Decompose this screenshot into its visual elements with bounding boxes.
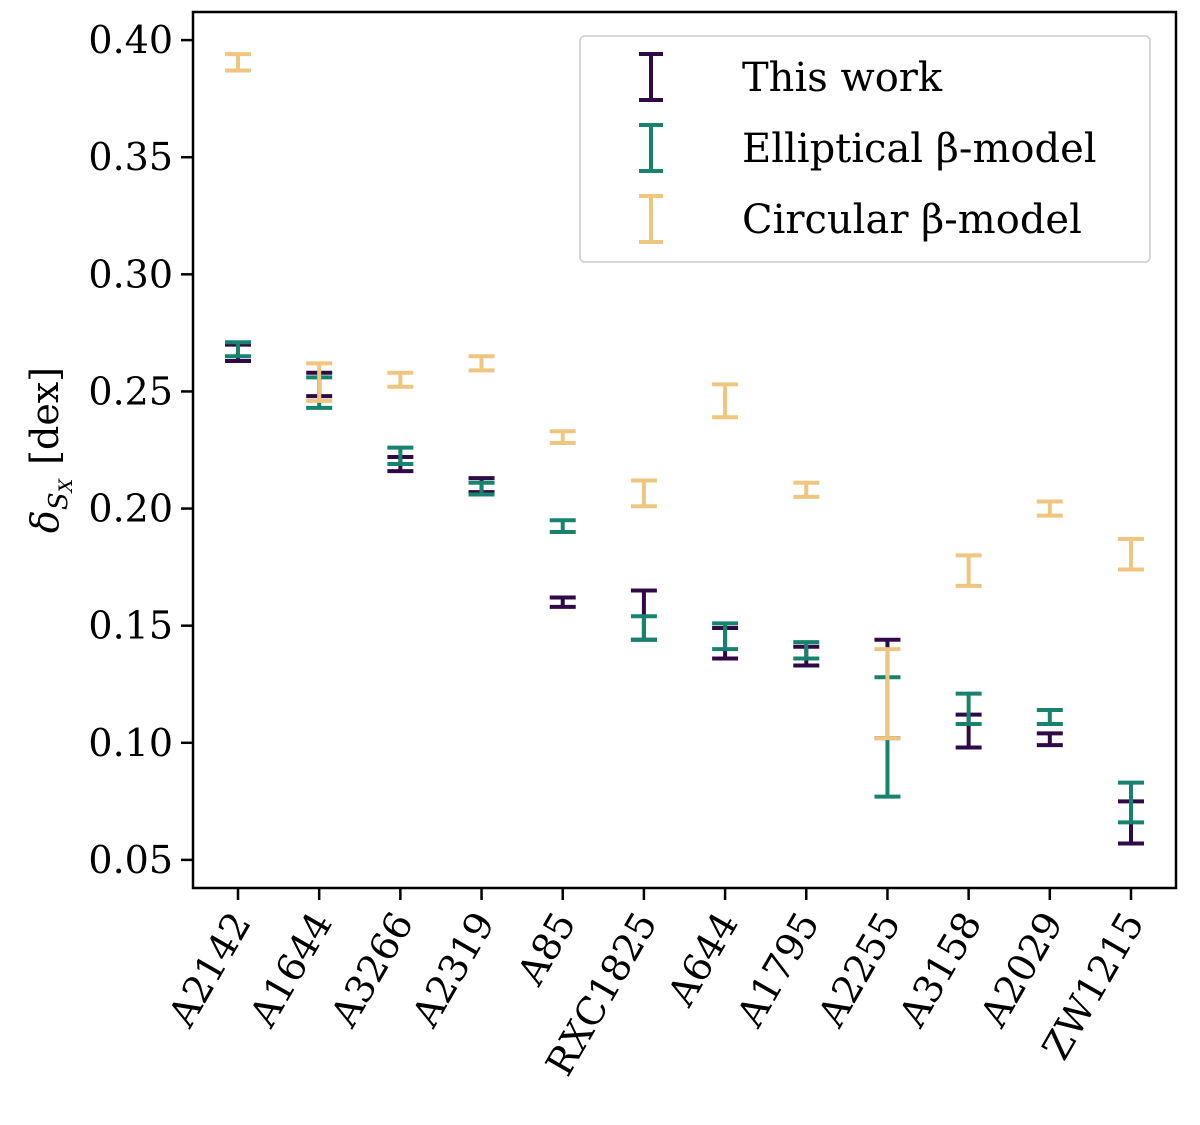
error-bar: [468, 354, 495, 373]
legend-label: Elliptical β-model: [742, 126, 1097, 172]
error-bar: [549, 518, 576, 534]
series-circular-model: [225, 52, 1144, 741]
error-bar: [874, 647, 901, 741]
error-bar: [225, 340, 251, 359]
error-bar: [387, 370, 414, 389]
error-bar: [955, 691, 982, 727]
error-bar: [1118, 537, 1144, 572]
error-bar: [387, 445, 414, 467]
error-bar: [630, 614, 657, 642]
y-tick-label: 0.15: [88, 604, 173, 648]
error-bar: [1118, 780, 1144, 825]
legend: This work Elliptical β-model Circular β-mo…: [579, 35, 1151, 263]
y-axis: 0.05 0.10 0.15 0.20 0.25 0.30 0.35 0.40: [88, 18, 193, 882]
legend-entry: This work: [639, 52, 943, 102]
error-bar: [549, 595, 576, 609]
error-bar: [306, 361, 333, 403]
legend-label: This work: [742, 55, 943, 101]
error-bar: [1036, 731, 1063, 748]
series-layer: [225, 52, 1144, 846]
legend-box: [579, 35, 1151, 263]
legend-entries: This work Elliptical β-model Circular β-mo…: [639, 52, 1097, 244]
y-tick-label: 0.10: [88, 721, 173, 765]
series-elliptical-model: [225, 340, 1144, 825]
error-bar: [630, 478, 657, 509]
y-tick-label: 0.40: [88, 18, 173, 62]
error-bar: [468, 480, 495, 497]
error-bar: [225, 52, 251, 73]
x-tick-label: A644: [658, 905, 747, 1014]
error-bar: [1036, 499, 1063, 518]
y-axis-label: δSX[dex]: [23, 367, 77, 533]
y-tick-label: 0.05: [88, 838, 173, 882]
series-this-work: [225, 342, 1144, 846]
legend-label: Circular β-model: [742, 197, 1082, 243]
legend-entry: Elliptical β-model: [639, 123, 1097, 173]
legend-entry: Circular β-model: [639, 194, 1082, 244]
y-tick-label: 0.35: [88, 135, 173, 179]
plot-frame: [191, 10, 1178, 890]
error-bar: [955, 553, 982, 588]
error-bar: [549, 429, 576, 445]
y-tick-label: 0.20: [88, 487, 173, 531]
y-tick-label: 0.25: [88, 369, 173, 413]
x-tick-label: A85: [508, 905, 585, 994]
y-tick-label: 0.30: [88, 252, 173, 296]
error-bar: [1036, 707, 1063, 727]
error-bar: [712, 382, 739, 420]
error-bar: [712, 621, 739, 652]
error-bar: [793, 480, 820, 499]
error-bar: [793, 640, 820, 661]
